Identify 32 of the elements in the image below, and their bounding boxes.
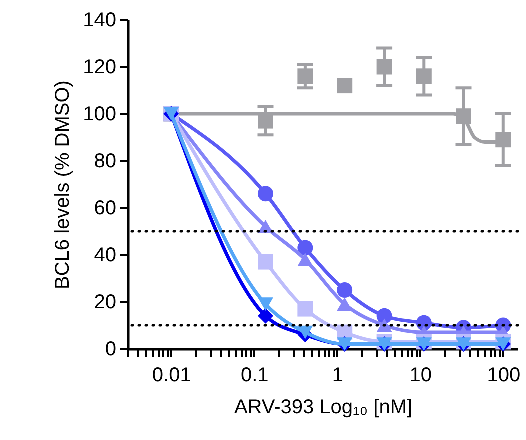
point	[298, 326, 314, 340]
y-tick-label: 40	[94, 244, 116, 266]
point	[456, 108, 472, 124]
y-tick-label: 140	[83, 10, 116, 32]
point	[258, 254, 274, 270]
point	[496, 132, 512, 148]
y-tick-label: 60	[94, 198, 116, 220]
x-tick-label: 0.01	[152, 364, 192, 386]
point	[298, 68, 314, 84]
y-tick-label: 120	[83, 56, 116, 78]
point	[258, 186, 274, 202]
x-axis-title: ARV-393 Log₁₀ [nM]	[234, 396, 413, 418]
point	[298, 301, 314, 317]
point	[376, 308, 392, 324]
x-tick-label: 1	[332, 364, 344, 386]
point	[376, 318, 392, 332]
y-tick-label: 0	[105, 338, 116, 360]
point	[298, 252, 314, 266]
point	[258, 308, 274, 324]
x-tick-label: 100	[487, 364, 521, 386]
x-tick-label: 10	[410, 364, 432, 386]
point	[416, 68, 432, 84]
x-tick-label: 0.1	[240, 364, 269, 386]
point	[258, 298, 274, 312]
point	[337, 78, 353, 94]
y-axis-title: BCL6 levels (% DMSO)	[52, 80, 74, 290]
y-tick-label: 20	[94, 292, 116, 314]
point	[298, 240, 314, 256]
point	[376, 59, 392, 75]
y-tick-label: 100	[83, 104, 116, 126]
y-tick-label: 80	[94, 150, 116, 172]
point	[337, 282, 353, 298]
